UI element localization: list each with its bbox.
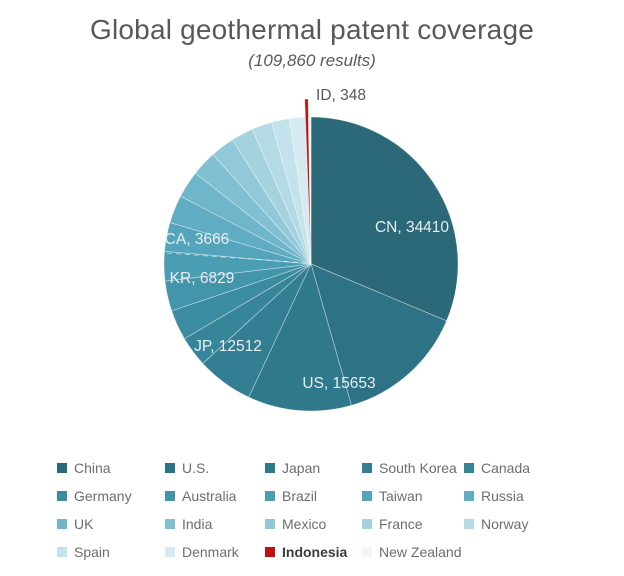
legend-label-tw: Taiwan xyxy=(379,488,423,504)
legend-label-ca: Canada xyxy=(481,460,531,476)
legend-label-jp: Japan xyxy=(282,460,321,476)
pie-slice-nz xyxy=(307,116,312,265)
legend-color-swatch-mx xyxy=(265,519,275,529)
legend-color-swatch-in xyxy=(165,519,175,529)
legend-item-tw: Taiwan xyxy=(362,487,423,505)
legend-label-es: Spain xyxy=(74,544,110,560)
pie-slice-uk xyxy=(180,172,312,265)
pie-slice-fr xyxy=(231,128,312,265)
legend-item-fr: France xyxy=(362,515,423,533)
legend-label-mx: Mexico xyxy=(282,516,327,532)
legend-item-au: Australia xyxy=(165,487,236,505)
legend-color-swatch-uk xyxy=(57,519,67,529)
chart-subtitle: (109,860 results) xyxy=(248,51,376,70)
pie-slice-kr xyxy=(202,263,312,398)
legend-color-swatch-br xyxy=(265,491,275,501)
legend-item-jp: Japan xyxy=(265,459,320,477)
legend-item-nz: New Zealand xyxy=(362,543,462,561)
legend-item-cn: China xyxy=(57,459,111,477)
legend-label-us: U.S. xyxy=(182,460,210,476)
pie-slice-us xyxy=(310,263,448,406)
legend-label-nz: New Zealand xyxy=(379,544,462,560)
legend-label-in: India xyxy=(182,516,213,532)
legend-label-id: Indonesia xyxy=(282,544,348,560)
legend-item-br: Brazil xyxy=(265,487,317,505)
legend-color-swatch-de xyxy=(57,491,67,501)
legend-color-swatch-kr xyxy=(362,463,372,473)
legend-label-uk: UK xyxy=(74,516,94,532)
pie-slice-br xyxy=(163,250,312,282)
legend-color-swatch-us xyxy=(165,463,175,473)
legend-item-de: Germany xyxy=(57,487,132,505)
pie-slice-cn xyxy=(310,116,459,322)
legend-color-swatch-nz xyxy=(362,547,372,557)
legend-color-swatch-fr xyxy=(362,519,372,529)
legend-label-dk: Denmark xyxy=(182,544,239,560)
legend-item-uk: UK xyxy=(57,515,93,533)
legend-color-swatch-ru xyxy=(464,491,474,501)
pie-slice-jp xyxy=(248,262,352,412)
pie-slice-au xyxy=(164,263,312,312)
legend-color-swatch-cn xyxy=(57,463,67,473)
legend-item-ca: Canada xyxy=(464,459,530,477)
pie-slice-dk xyxy=(288,116,312,265)
legend-color-swatch-jp xyxy=(265,463,275,473)
legend-color-swatch-tw xyxy=(362,491,372,501)
pie-slice-no xyxy=(251,121,312,265)
pie-slice-es xyxy=(271,118,312,265)
legend-label-au: Australia xyxy=(182,488,237,504)
legend-item-kr: South Korea xyxy=(362,459,457,477)
pie-slice-tw xyxy=(164,222,312,265)
legend-label-kr: South Korea xyxy=(379,460,457,476)
legend-color-swatch-ca xyxy=(464,463,474,473)
legend-label-ru: Russia xyxy=(481,488,524,504)
legend-color-swatch-dk xyxy=(165,547,175,557)
legend-label-de: Germany xyxy=(74,488,132,504)
legend-color-swatch-no xyxy=(464,519,474,529)
legend-label-no: Norway xyxy=(481,516,529,532)
legend-label-fr: France xyxy=(379,516,423,532)
legend-item-es: Spain xyxy=(57,543,110,561)
legend-color-swatch-es xyxy=(57,547,67,557)
legend-item-dk: Denmark xyxy=(165,543,239,561)
pie-slice-ca xyxy=(183,263,312,364)
legend-item-ru: Russia xyxy=(464,487,524,505)
legend-item-in: India xyxy=(165,515,212,533)
legend-label-cn: China xyxy=(74,460,111,476)
legend-item-us: U.S. xyxy=(165,459,209,477)
legend-color-swatch-au xyxy=(165,491,175,501)
legend-item-no: Norway xyxy=(464,515,528,533)
legend-item-id: Indonesia xyxy=(265,543,347,561)
legend-color-swatch-id xyxy=(265,547,275,557)
pie-slice-mx xyxy=(212,139,312,265)
legend-item-mx: Mexico xyxy=(265,515,326,533)
pie-slice-id xyxy=(304,98,312,265)
pie-slice-ru xyxy=(169,195,312,265)
legend-label-br: Brazil xyxy=(282,488,318,504)
chart-title: Global geothermal patent coverage xyxy=(90,14,534,45)
pie-slice-in xyxy=(194,153,312,265)
pie-slice-de xyxy=(171,263,312,340)
